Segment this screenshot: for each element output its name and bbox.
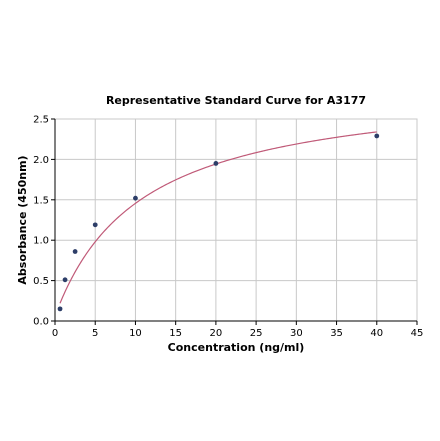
axes-layer: [51, 118, 418, 325]
chart-title: Representative Standard Curve for A3177: [106, 94, 366, 107]
y-tick-label: 1.5: [33, 195, 49, 206]
y-tick-label: 2.0: [33, 155, 49, 166]
fit-curve-layer: [59, 131, 377, 304]
data-points-layer: [57, 133, 380, 312]
data-point: [72, 249, 78, 254]
data-point: [92, 222, 98, 228]
y-axis-title: Absorbance (450nm): [16, 155, 29, 284]
x-tick-label: 10: [129, 328, 142, 339]
y-tick-label: 0.5: [33, 276, 49, 287]
data-point: [374, 133, 380, 139]
data-point: [57, 306, 63, 312]
x-tick-label: 20: [210, 328, 223, 339]
y-tick-label: 0.0: [33, 317, 49, 328]
grid-layer: [54, 118, 418, 322]
y-tick-label: 2.5: [33, 115, 49, 126]
x-tick-label: 35: [330, 328, 343, 339]
y-tick-label: 1.0: [33, 236, 49, 247]
plot-frame: [54, 118, 418, 322]
fit-curve-line: [59, 131, 377, 304]
x-tick-label: 25: [250, 328, 263, 339]
data-point: [62, 277, 68, 283]
x-tick-label: 30: [290, 328, 303, 339]
data-point: [213, 161, 219, 166]
x-axis-title: Concentration (ng/ml): [168, 341, 305, 354]
tick-labels-layer: 0 5 10 15 20 25 30 35 40 45 0.0 0.5 1.0 1.5 2.0 2.5: [33, 115, 423, 340]
x-tick-label: 15: [169, 328, 182, 339]
x-tick-label: 45: [411, 328, 424, 339]
data-point: [133, 195, 138, 201]
x-tick-label: 0: [52, 328, 58, 339]
x-tick-label: 5: [92, 328, 98, 339]
x-tick-label: 40: [370, 328, 383, 339]
